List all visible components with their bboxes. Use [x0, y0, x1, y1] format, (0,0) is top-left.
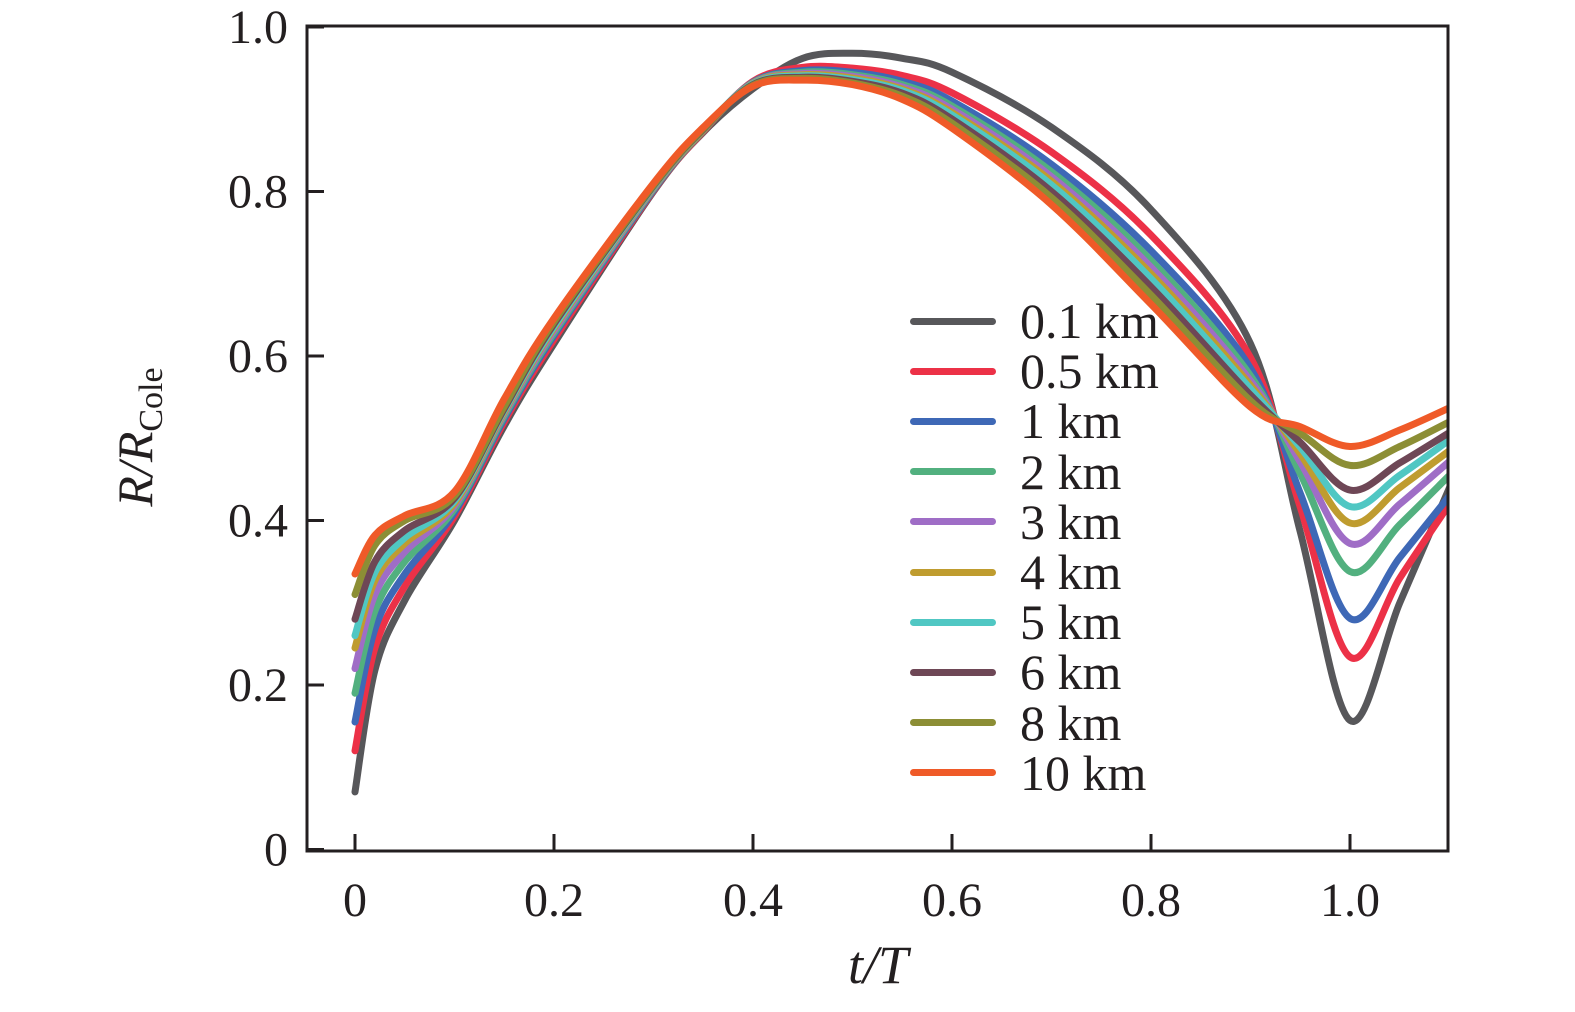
x-tick-label-1.0: 1.0: [1320, 874, 1380, 927]
series-line-8-km: [351, 74, 1448, 598]
legend-item-8-km: 8 km: [910, 698, 1159, 748]
x-axis-tick-labels: 0 0.2 0.4 0.6 0.8 1.0: [343, 874, 1380, 927]
legend-label: 0.5 km: [1020, 343, 1159, 400]
y-axis-title: R/RCole: [107, 367, 170, 507]
x-tick-label-0.4: 0.4: [723, 874, 783, 927]
x-axis-ticks: [353, 834, 1352, 851]
series-line-4-km: [351, 70, 1448, 652]
legend-item-4-km: 4 km: [910, 547, 1159, 597]
series-line-6-km: [351, 73, 1448, 623]
legend-label: 0.1 km: [1020, 293, 1159, 350]
x-tick-label-0.8: 0.8: [1121, 874, 1181, 927]
legend-item-3-km: 3 km: [910, 497, 1159, 547]
legend-swatch: [910, 468, 996, 476]
x-tick-label-0.6: 0.6: [922, 874, 982, 927]
y-tick-label-0.2: 0.2: [228, 659, 288, 712]
plot-border: [305, 24, 1450, 853]
legend: 0.1 km 0.5 km 1 km 2 km 3 km 4 km 5 km 6 km 8 km…: [910, 296, 1159, 798]
legend-swatch: [910, 417, 996, 425]
legend-label: 2 km: [1020, 443, 1122, 500]
y-axis-title-subscript: Cole: [133, 367, 170, 431]
legend-label: 3 km: [1020, 493, 1122, 550]
y-axis-ticks: [307, 25, 324, 851]
series-line-10-km: [351, 76, 1448, 578]
legend-swatch: [910, 719, 996, 727]
legend-swatch: [910, 568, 996, 576]
y-tick-label-0.8: 0.8: [228, 166, 288, 219]
y-tick-label-0: 0: [264, 824, 288, 877]
legend-swatch: [910, 668, 996, 676]
x-axis-title: t/T: [848, 935, 912, 995]
y-tick-label-0.4: 0.4: [228, 495, 288, 548]
legend-item-0-5-km: 0.5 km: [910, 346, 1159, 396]
x-tick-label-0.2: 0.2: [524, 874, 584, 927]
y-axis-tick-labels: 0 0.2 0.4 0.6 0.8 1.0: [228, 1, 288, 877]
series-line-5-km: [351, 72, 1448, 640]
legend-label: 8 km: [1020, 694, 1122, 751]
legend-label: 1 km: [1020, 393, 1122, 450]
legend-swatch: [910, 618, 996, 626]
legend-item-2-km: 2 km: [910, 447, 1159, 497]
legend-item-0-1-km: 0.1 km: [910, 296, 1159, 346]
y-axis-title-main: R/R: [107, 432, 163, 508]
legend-item-6-km: 6 km: [910, 647, 1159, 697]
y-tick-label-1.0: 1.0: [228, 1, 288, 54]
legend-swatch: [910, 518, 996, 526]
x-tick-label-0: 0: [343, 874, 367, 927]
series-line-0-5-km: [351, 62, 1448, 755]
legend-swatch: [910, 769, 996, 777]
legend-label: 5 km: [1020, 594, 1122, 651]
y-tick-label-0.6: 0.6: [228, 330, 288, 383]
legend-label: 4 km: [1020, 544, 1122, 601]
legend-swatch: [910, 317, 996, 325]
legend-label: 6 km: [1020, 644, 1122, 701]
legend-label: 10 km: [1020, 744, 1147, 801]
legend-item-10-km: 10 km: [910, 748, 1159, 798]
legend-item-1-km: 1 km: [910, 396, 1159, 446]
legend-swatch: [910, 367, 996, 375]
legend-item-5-km: 5 km: [910, 597, 1159, 647]
series-lines-group: [351, 49, 1448, 796]
